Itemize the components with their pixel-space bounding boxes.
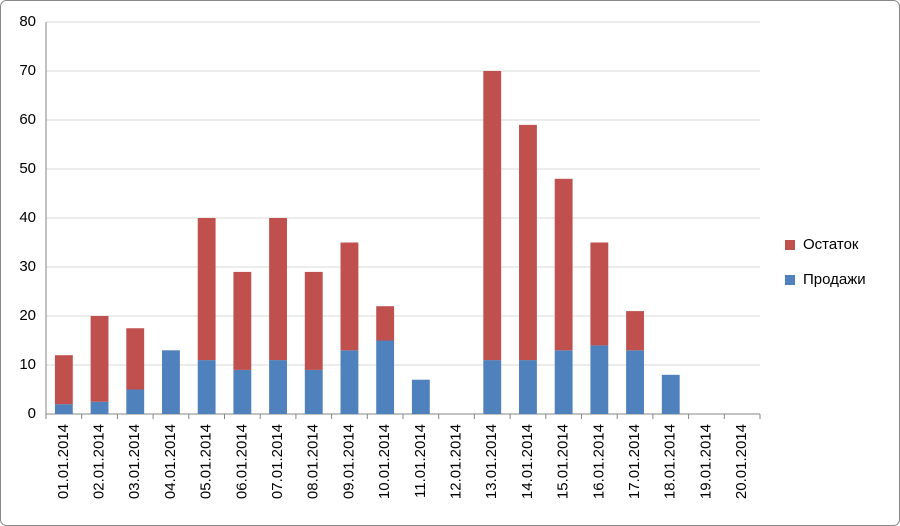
y-tick-label: 80 (19, 13, 36, 30)
bar-segment (126, 328, 145, 390)
bar-segment (197, 360, 216, 414)
y-tick-label: 60 (19, 111, 36, 128)
bar-segment (269, 360, 287, 414)
bar-segment (54, 404, 73, 414)
bar-segment (626, 350, 644, 414)
bar-segment (197, 218, 216, 361)
x-tick-label: 06.01.2014 (233, 424, 250, 499)
bar-segment (376, 340, 395, 414)
bar-segment (661, 374, 680, 414)
legend-swatch (785, 275, 795, 285)
x-tick-label: 07.01.2014 (269, 424, 286, 499)
bar-segment (411, 379, 430, 414)
x-tick-label: 19.01.2014 (697, 424, 714, 499)
x-tick-label: 14.01.2014 (519, 424, 536, 499)
x-tick-label: 04.01.2014 (162, 424, 179, 499)
bar-segment (340, 350, 359, 414)
bar-segment (590, 242, 609, 346)
x-tick-label: 18.01.2014 (662, 424, 679, 499)
x-tick-label: 01.01.2014 (55, 424, 72, 499)
x-tick-label: 20.01.2014 (733, 424, 750, 499)
bar-segment (90, 316, 109, 402)
x-tick-label: 17.01.2014 (626, 424, 643, 499)
bar-segment (126, 389, 145, 414)
y-tick-label: 10 (19, 356, 36, 373)
bar-segment (233, 271, 252, 370)
x-tick-label: 12.01.2014 (448, 424, 465, 499)
x-tick-label: 03.01.2014 (126, 424, 143, 499)
bar-segment (554, 178, 573, 351)
bar-segment (233, 369, 252, 414)
x-tick-label: 15.01.2014 (555, 424, 572, 499)
bar-segment (162, 350, 180, 414)
bar-segment (304, 369, 323, 414)
bar-segment (590, 345, 609, 414)
bar-segment (483, 360, 502, 414)
y-tick-label: 0 (28, 405, 36, 422)
bar-segment (483, 71, 502, 361)
legend-label: Продажи (803, 271, 866, 288)
x-tick-label: 08.01.2014 (305, 424, 322, 499)
y-tick-label: 30 (19, 258, 36, 275)
x-tick-label: 16.01.2014 (590, 424, 607, 499)
bar-segment (554, 350, 573, 414)
bar-segment (376, 306, 395, 341)
x-tick-label: 13.01.2014 (483, 424, 500, 499)
bar-segment (54, 355, 73, 405)
x-tick-label: 09.01.2014 (340, 424, 357, 499)
bar-segment (519, 360, 537, 414)
y-tick-label: 40 (19, 209, 36, 226)
legend-swatch (785, 240, 795, 250)
x-tick-label: 11.01.2014 (412, 424, 429, 498)
y-tick-label: 70 (19, 62, 36, 79)
bar-segment (304, 271, 323, 370)
bar-segment (519, 124, 537, 361)
bar-segment (90, 401, 109, 414)
y-tick-label: 50 (19, 160, 36, 177)
legend-label: Остаток (803, 236, 859, 253)
bar-segment (340, 242, 359, 351)
x-tick-label: 10.01.2014 (376, 424, 393, 499)
bar-segment (269, 218, 287, 361)
y-tick-label: 20 (19, 307, 36, 324)
x-tick-label: 02.01.2014 (91, 424, 108, 499)
x-tick-label: 05.01.2014 (198, 424, 215, 499)
bar-segment (626, 311, 644, 351)
